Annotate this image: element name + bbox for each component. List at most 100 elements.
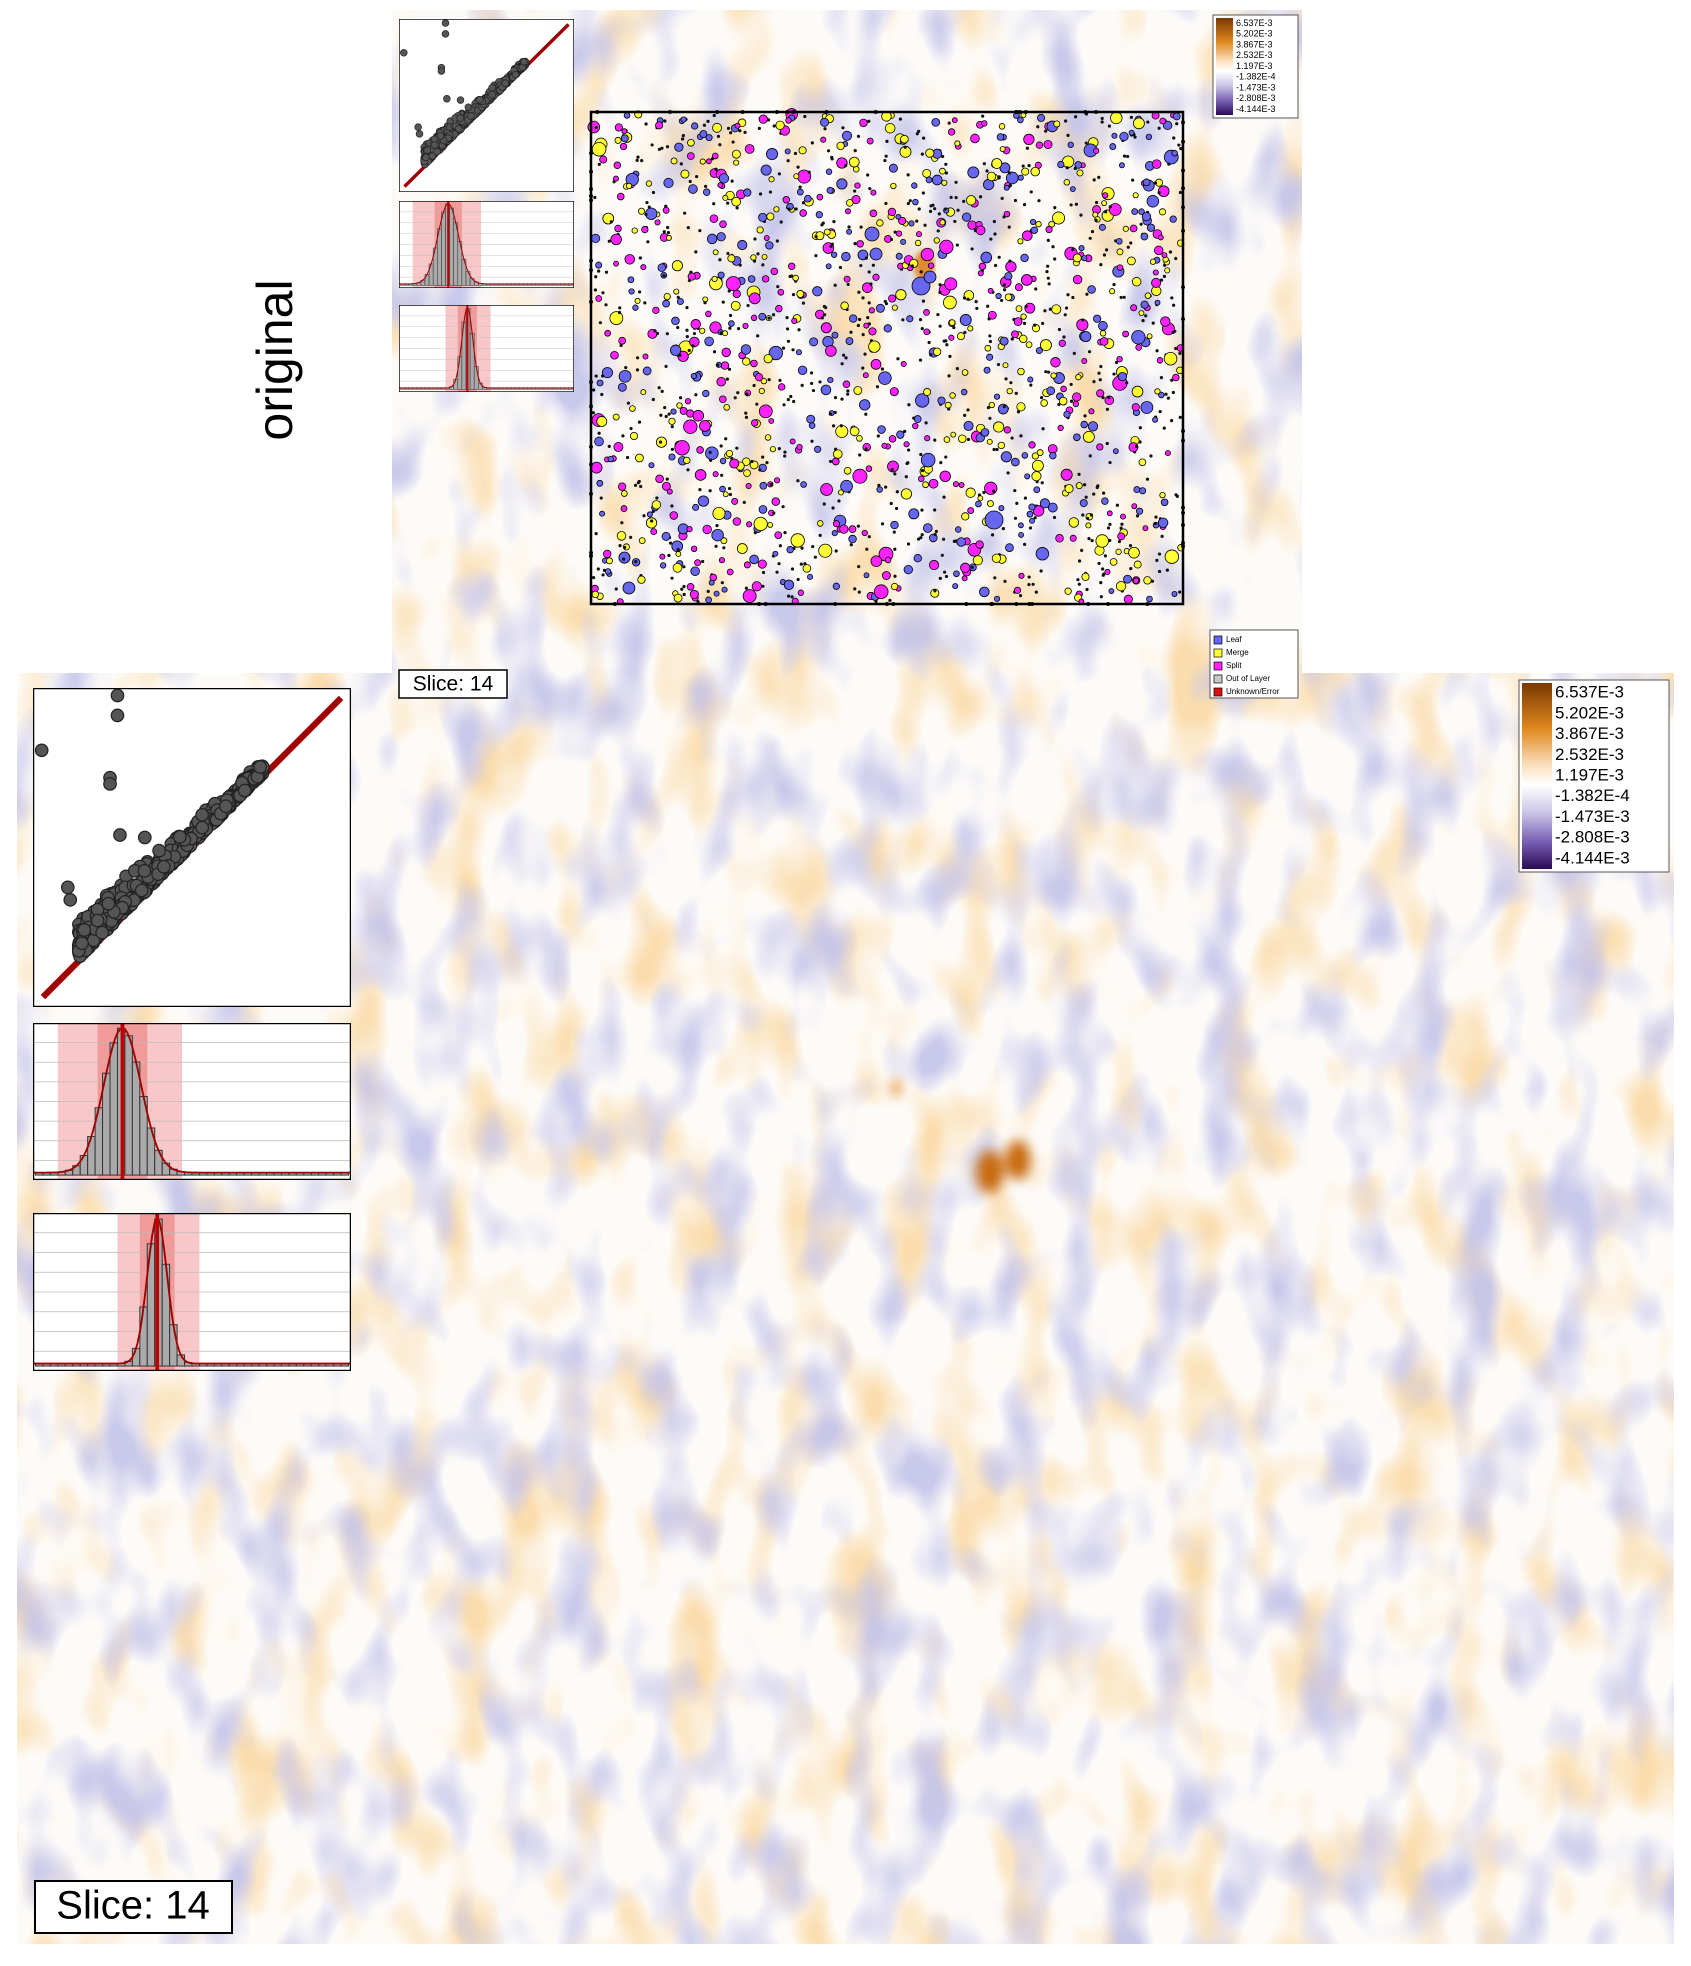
blob-marker bbox=[1080, 548, 1084, 552]
blob-marker bbox=[1171, 390, 1175, 395]
blob-marker bbox=[801, 301, 806, 305]
blob-marker bbox=[823, 228, 831, 236]
blob-marker bbox=[1013, 317, 1023, 326]
legend-swatch bbox=[1213, 661, 1223, 671]
blob-marker bbox=[718, 143, 722, 147]
blob-marker bbox=[1141, 319, 1145, 323]
blob-marker bbox=[1105, 407, 1110, 411]
blob-marker bbox=[621, 434, 625, 438]
blob-marker bbox=[623, 545, 627, 550]
blob-marker bbox=[987, 310, 997, 320]
blob-marker bbox=[1119, 295, 1123, 300]
blob-marker bbox=[1130, 304, 1138, 312]
blob-marker bbox=[1104, 395, 1115, 406]
blob-marker bbox=[797, 365, 808, 375]
blob-marker bbox=[816, 520, 824, 527]
blob-marker bbox=[601, 573, 605, 577]
blob-marker bbox=[1080, 420, 1088, 429]
blob-marker bbox=[1034, 287, 1038, 291]
blob-marker bbox=[1002, 215, 1006, 219]
blob-marker bbox=[1040, 399, 1048, 407]
legend: Leaf Merge Split Out of Layer Unknown/Error bbox=[1209, 629, 1299, 699]
blob-marker bbox=[1097, 561, 1101, 566]
blob-marker bbox=[1064, 587, 1072, 595]
blob-marker bbox=[619, 142, 628, 151]
blob-marker bbox=[965, 487, 976, 498]
blob-marker bbox=[783, 579, 795, 590]
blob-marker bbox=[939, 167, 946, 175]
blob-marker bbox=[717, 182, 724, 188]
blob-marker bbox=[1114, 360, 1119, 365]
blob-marker bbox=[1141, 211, 1152, 222]
blob-marker bbox=[943, 295, 957, 310]
blob-marker bbox=[1064, 306, 1069, 310]
blob-marker bbox=[1122, 154, 1127, 158]
blob-marker bbox=[1160, 316, 1171, 327]
blob-marker bbox=[1043, 309, 1047, 313]
blob-marker bbox=[750, 314, 758, 321]
side-label: original bbox=[247, 279, 303, 440]
legend-label: Leaf bbox=[1226, 635, 1242, 644]
blob-marker bbox=[928, 209, 933, 213]
blob-marker bbox=[861, 366, 865, 370]
blob-marker bbox=[1066, 133, 1070, 138]
blob-marker bbox=[865, 547, 869, 551]
blob-marker bbox=[635, 356, 640, 360]
blob-marker bbox=[986, 438, 993, 445]
blob-marker bbox=[1076, 169, 1084, 177]
blob-marker bbox=[1087, 350, 1092, 354]
blob-marker bbox=[728, 492, 733, 497]
blob-marker bbox=[921, 191, 925, 195]
blob-marker bbox=[953, 570, 960, 578]
blob-marker bbox=[856, 435, 863, 442]
blob-marker bbox=[666, 225, 670, 230]
blob-marker bbox=[638, 256, 642, 260]
blob-marker bbox=[884, 201, 888, 206]
blob-marker bbox=[1144, 292, 1152, 299]
blob-marker bbox=[1043, 139, 1053, 149]
blob-marker bbox=[1019, 434, 1023, 438]
blob-marker bbox=[1085, 587, 1089, 592]
blob-marker bbox=[1095, 485, 1099, 490]
blob-marker bbox=[947, 128, 956, 136]
blob-marker bbox=[928, 478, 939, 489]
blob-marker bbox=[1024, 304, 1028, 309]
blob-marker bbox=[751, 581, 762, 592]
blob-marker bbox=[1083, 414, 1087, 418]
blob-marker bbox=[758, 387, 765, 395]
blob-marker bbox=[1094, 218, 1098, 222]
blob-marker bbox=[1125, 381, 1129, 385]
blob-marker bbox=[984, 344, 992, 352]
blob-marker bbox=[1109, 288, 1116, 295]
blob-marker bbox=[916, 537, 921, 541]
blob-marker bbox=[961, 369, 969, 376]
blob-marker bbox=[682, 592, 686, 597]
blob-marker bbox=[1009, 381, 1013, 385]
blob-marker bbox=[662, 299, 670, 308]
blob-marker bbox=[840, 479, 853, 493]
blob-marker bbox=[1105, 441, 1109, 446]
blob-marker bbox=[998, 123, 1006, 130]
blob-marker bbox=[1112, 372, 1116, 376]
blob-marker bbox=[1178, 351, 1182, 355]
blob-marker bbox=[958, 434, 967, 443]
blob-marker bbox=[718, 557, 726, 564]
blob-marker bbox=[867, 119, 871, 123]
blob-marker bbox=[790, 595, 794, 599]
blob-marker bbox=[712, 249, 719, 256]
blob-marker bbox=[1060, 468, 1073, 481]
blob-marker bbox=[801, 201, 806, 205]
blob-marker bbox=[713, 590, 720, 597]
blob-marker bbox=[1010, 436, 1014, 440]
legend-swatch bbox=[1213, 635, 1223, 645]
blob-marker bbox=[664, 414, 668, 419]
blob-marker bbox=[751, 419, 759, 427]
blob-marker bbox=[1128, 544, 1133, 548]
blob-marker bbox=[1116, 248, 1124, 256]
blob-marker bbox=[679, 162, 683, 166]
blob-marker bbox=[787, 594, 791, 598]
blob-marker bbox=[1166, 396, 1171, 400]
blob-marker bbox=[993, 232, 997, 236]
blob-marker bbox=[1177, 143, 1181, 147]
blob-marker bbox=[638, 207, 646, 215]
